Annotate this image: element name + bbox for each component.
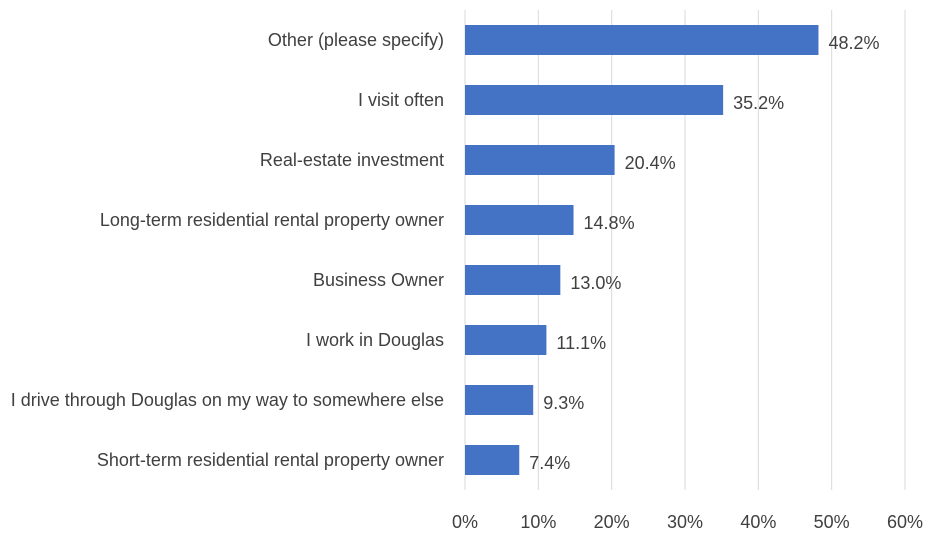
- category-label: Other (please specify): [267, 30, 444, 50]
- x-tick-label: 40%: [740, 512, 776, 532]
- value-label: 9.3%: [543, 393, 584, 413]
- bar: [465, 445, 520, 475]
- x-tick-label: 50%: [814, 512, 850, 532]
- category-label: Business Owner: [312, 270, 444, 290]
- value-label: 20.4%: [625, 153, 676, 173]
- value-label: 48.2%: [828, 33, 879, 53]
- x-tick-label: 30%: [667, 512, 703, 532]
- bar: [465, 145, 615, 175]
- x-tick-label: 60%: [887, 512, 923, 532]
- category-label: Real-estate investment: [259, 150, 444, 170]
- x-tick-label: 10%: [520, 512, 556, 532]
- x-tick-label: 0%: [452, 512, 478, 532]
- category-label: Short-term residential rental property o…: [96, 450, 444, 470]
- bar: [465, 385, 534, 415]
- bar: [465, 265, 561, 295]
- category-label: I drive through Douglas on my way to som…: [10, 390, 444, 410]
- bar: [465, 325, 547, 355]
- value-label: 11.1%: [556, 333, 606, 353]
- bar: [465, 25, 819, 55]
- value-label: 13.0%: [570, 273, 621, 293]
- value-label: 14.8%: [584, 213, 635, 233]
- value-label: 7.4%: [529, 453, 570, 473]
- x-tick-label: 20%: [594, 512, 630, 532]
- value-label: 35.2%: [733, 93, 784, 113]
- category-label: I visit often: [357, 90, 444, 110]
- category-label: I work in Douglas: [305, 330, 444, 350]
- category-label: Long-term residential rental property ow…: [99, 210, 444, 230]
- bar: [465, 85, 724, 115]
- bar: [465, 205, 574, 235]
